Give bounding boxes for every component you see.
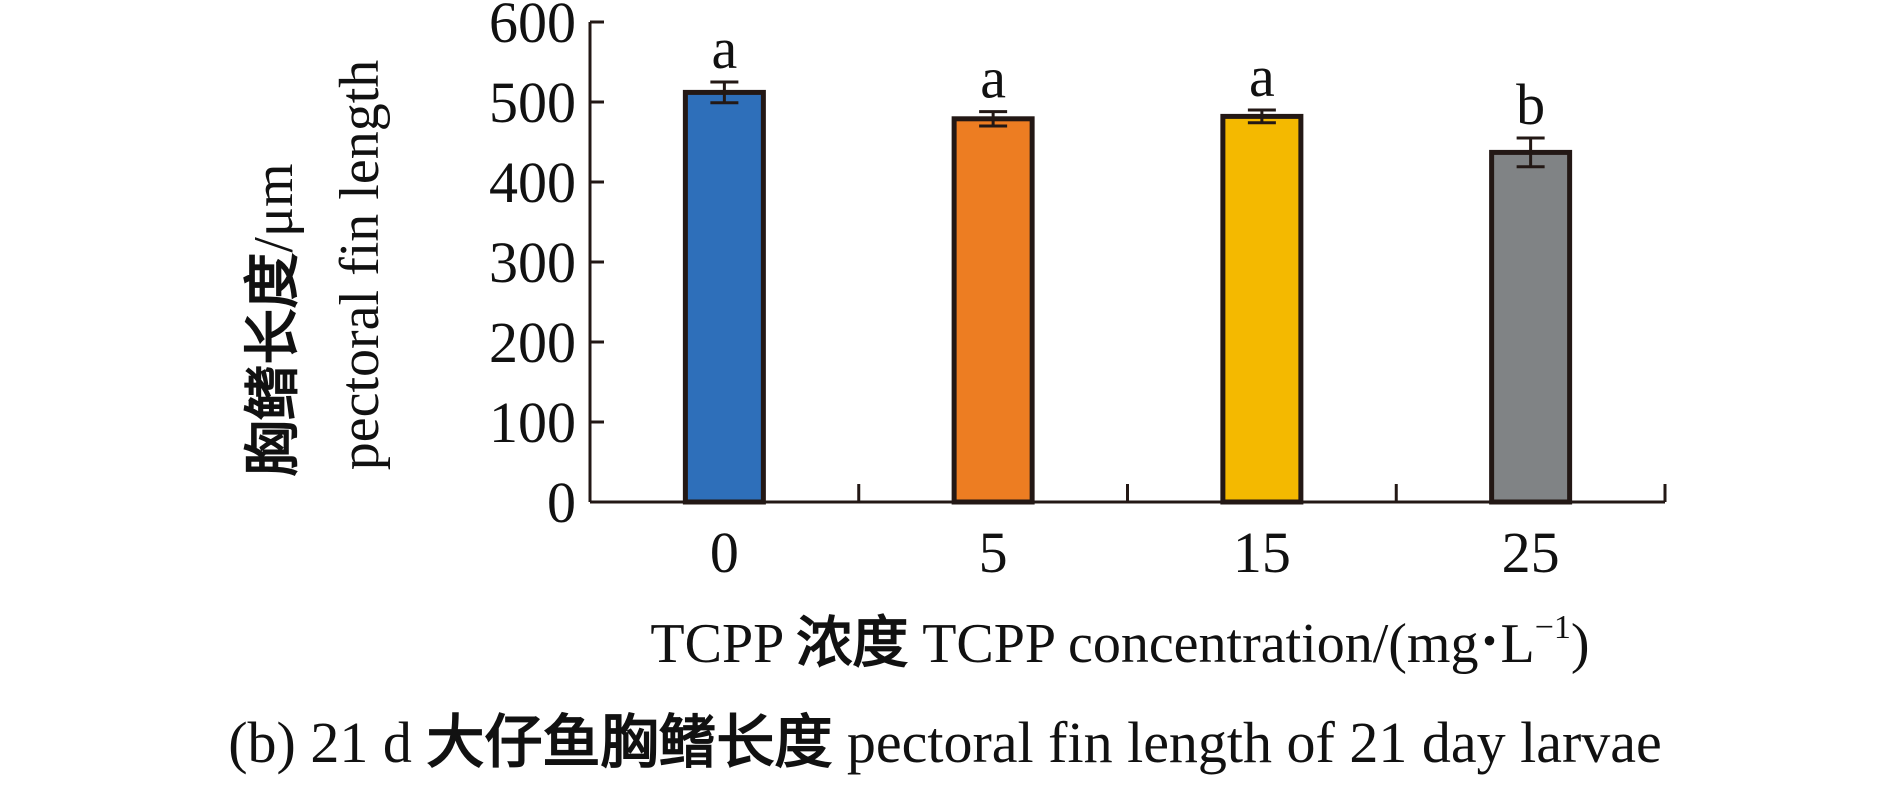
x-tick-label: 25	[1502, 520, 1560, 585]
y-axis-title: 胸鳍长度/μm pectoral fin length	[243, 60, 391, 477]
y-tick-label: 500	[489, 70, 576, 135]
bar-25	[1489, 149, 1573, 505]
x-axis-title-prefix: TCPP	[650, 613, 796, 675]
x-axis-title-cjk: 浓度	[796, 613, 908, 675]
bar-5	[951, 116, 1035, 505]
error-bar-25	[1516, 136, 1545, 169]
x-axis-title-rest: TCPP concentration/(mg	[908, 613, 1478, 675]
significance-label-0: a	[712, 16, 738, 81]
x-axis-title-close: )	[1571, 613, 1590, 675]
y-tick-label: 100	[489, 390, 576, 455]
x-tick-label: 5	[979, 520, 1008, 585]
error-bars-group	[710, 80, 1545, 169]
svg-text:胸鳍长度/μm: 胸鳍长度/μm	[243, 163, 305, 476]
x-axis-title: TCPP 浓度 TCPP concentration/(mg •L−1)	[650, 609, 1589, 675]
x-tick-label: 15	[1233, 520, 1291, 585]
x-axis-title-L: L	[1501, 613, 1535, 675]
caption-cjk: 大仔鱼胸鳍长度	[426, 710, 832, 775]
bar-15	[1220, 113, 1304, 505]
y-axis-title-cjk: 胸鳍长度	[243, 253, 305, 477]
significance-label-15: a	[1249, 44, 1275, 109]
significance-label-25: b	[1516, 72, 1545, 137]
y-tick-label: 0	[547, 470, 576, 535]
y-tick-label: 300	[489, 230, 576, 295]
significance-label-5: a	[980, 46, 1006, 111]
figure-caption: (b) 21 d 大仔鱼胸鳍长度 pectoral fin length of …	[228, 710, 1662, 775]
caption-rest: pectoral fin length of 21 day larvae	[832, 710, 1661, 775]
x-axis-title-dot: •	[1482, 618, 1496, 663]
y-tick-label: 400	[489, 150, 576, 215]
y-tick-label: 200	[489, 310, 576, 375]
bar-0	[682, 89, 766, 505]
error-bar-0	[710, 80, 739, 105]
y-axis-title-english: pectoral fin length	[329, 60, 391, 471]
error-bar-5	[979, 110, 1008, 128]
y-axis-title-unit: /μm	[243, 163, 305, 252]
x-axis-title-superscript: −1	[1535, 609, 1571, 646]
x-tick-label: 0	[710, 520, 739, 585]
x-axis-ticks: 0 5 15 25	[710, 484, 1667, 585]
error-bar-15	[1247, 108, 1276, 125]
bars-group	[682, 89, 1573, 505]
y-tick-label: 600	[489, 0, 576, 55]
caption-prefix: (b) 21 d	[228, 710, 426, 775]
y-axis-ticks: 0 100 200 300 400 500 600	[489, 0, 604, 535]
